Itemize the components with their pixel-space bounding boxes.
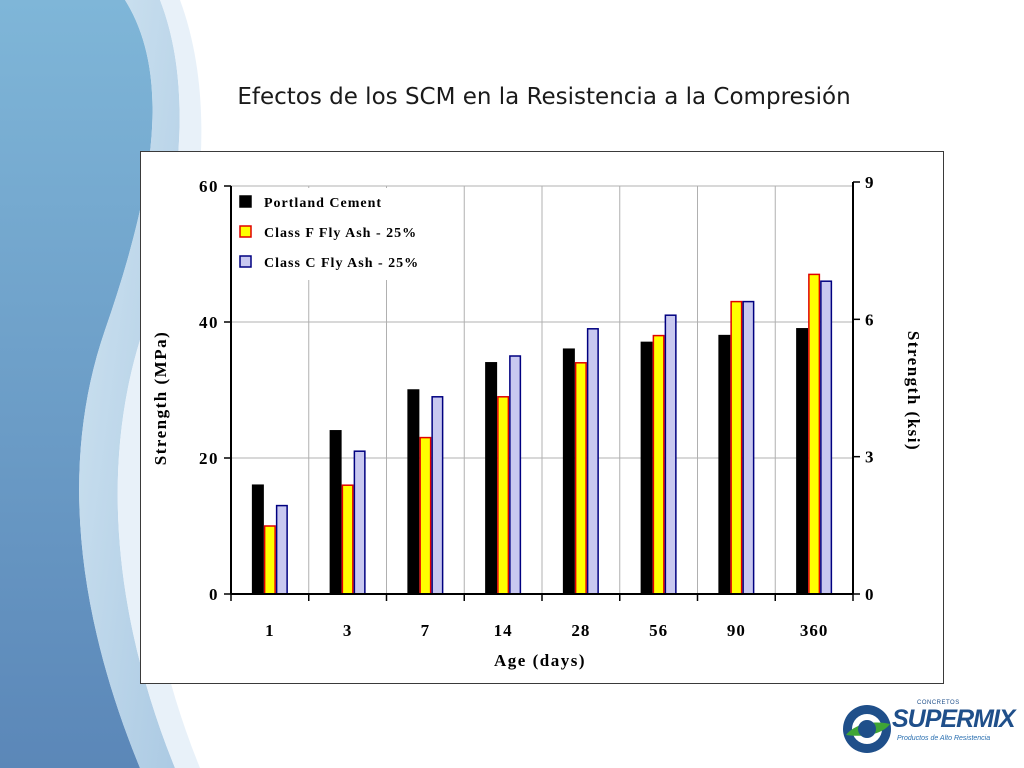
bar bbox=[353, 450, 366, 595]
y-tick-label-right: 9 bbox=[865, 173, 874, 192]
legend-swatch bbox=[239, 255, 252, 268]
legend-label: Portland Cement bbox=[264, 196, 382, 211]
bar bbox=[341, 484, 354, 595]
bar bbox=[251, 484, 264, 595]
x-tick-label: 56 bbox=[649, 621, 668, 640]
y-tick-label-right: 0 bbox=[865, 585, 874, 604]
legend-swatch bbox=[239, 195, 252, 208]
bar bbox=[652, 334, 665, 595]
bar bbox=[820, 280, 833, 595]
legend: Portland Cement Class F Fly Ash - 25% Clas… bbox=[233, 188, 461, 280]
y-tick-label-left: 40 bbox=[199, 313, 219, 332]
bar bbox=[562, 348, 575, 595]
y-tick-label-left: 60 bbox=[199, 177, 219, 196]
x-tick-label: 1 bbox=[265, 621, 275, 640]
logo-small-text: CONCRETOS bbox=[917, 700, 960, 706]
bar bbox=[640, 341, 653, 595]
x-tick-label: 90 bbox=[727, 621, 746, 640]
bar bbox=[808, 273, 821, 595]
y-tick-label-left: 20 bbox=[199, 449, 219, 468]
y-axis-title-right: Strength (ksi) bbox=[904, 331, 923, 451]
bar bbox=[485, 362, 498, 595]
tick-labels: 1 3 7 14 28 56 90 360 0 20 40 60 0 3 6 9 bbox=[199, 173, 874, 640]
legend-label: Class C Fly Ash - 25% bbox=[264, 256, 419, 271]
bar bbox=[718, 334, 731, 595]
chart-axes bbox=[224, 181, 860, 601]
bar bbox=[329, 430, 342, 595]
bar bbox=[664, 314, 677, 595]
bar bbox=[419, 436, 432, 595]
bar bbox=[431, 396, 444, 595]
bar bbox=[275, 504, 288, 595]
bar bbox=[407, 389, 420, 595]
bar bbox=[742, 300, 755, 595]
legend-label: Class F Fly Ash - 25% bbox=[264, 226, 417, 241]
bar bbox=[263, 525, 276, 595]
x-tick-label: 14 bbox=[494, 621, 513, 640]
bar bbox=[796, 328, 809, 595]
logo-brand: SUPERMIX bbox=[892, 705, 1016, 733]
logo-tagline: Productos de Alto Resistencia bbox=[897, 735, 991, 742]
legend-swatch bbox=[239, 225, 252, 238]
x-tick-label: 360 bbox=[800, 621, 829, 640]
x-tick-label: 3 bbox=[343, 621, 353, 640]
bar bbox=[574, 362, 587, 595]
y-tick-label-left: 0 bbox=[209, 585, 219, 604]
y-tick-label-right: 3 bbox=[865, 448, 874, 467]
x-tick-label: 28 bbox=[571, 621, 590, 640]
y-tick-label-right: 6 bbox=[865, 310, 874, 329]
bar bbox=[509, 355, 522, 595]
bar-chart: 1 3 7 14 28 56 90 360 0 20 40 60 0 3 6 9 Strength (MPa)… bbox=[151, 173, 923, 670]
y-axis-title-left: Strength (MPa) bbox=[151, 331, 170, 465]
bar bbox=[586, 328, 599, 595]
supermix-logo-icon bbox=[843, 705, 891, 753]
supermix-logo: CONCRETOS SUPERMIX Productos de Alto Res… bbox=[840, 700, 1016, 758]
bar bbox=[730, 300, 743, 595]
slide-title: Efectos de los SCM en la Resistencia a l… bbox=[237, 84, 851, 110]
x-tick-label: 7 bbox=[421, 621, 431, 640]
bar bbox=[497, 396, 510, 595]
x-axis-title: Age (days) bbox=[494, 651, 586, 670]
legend-box bbox=[233, 188, 461, 280]
